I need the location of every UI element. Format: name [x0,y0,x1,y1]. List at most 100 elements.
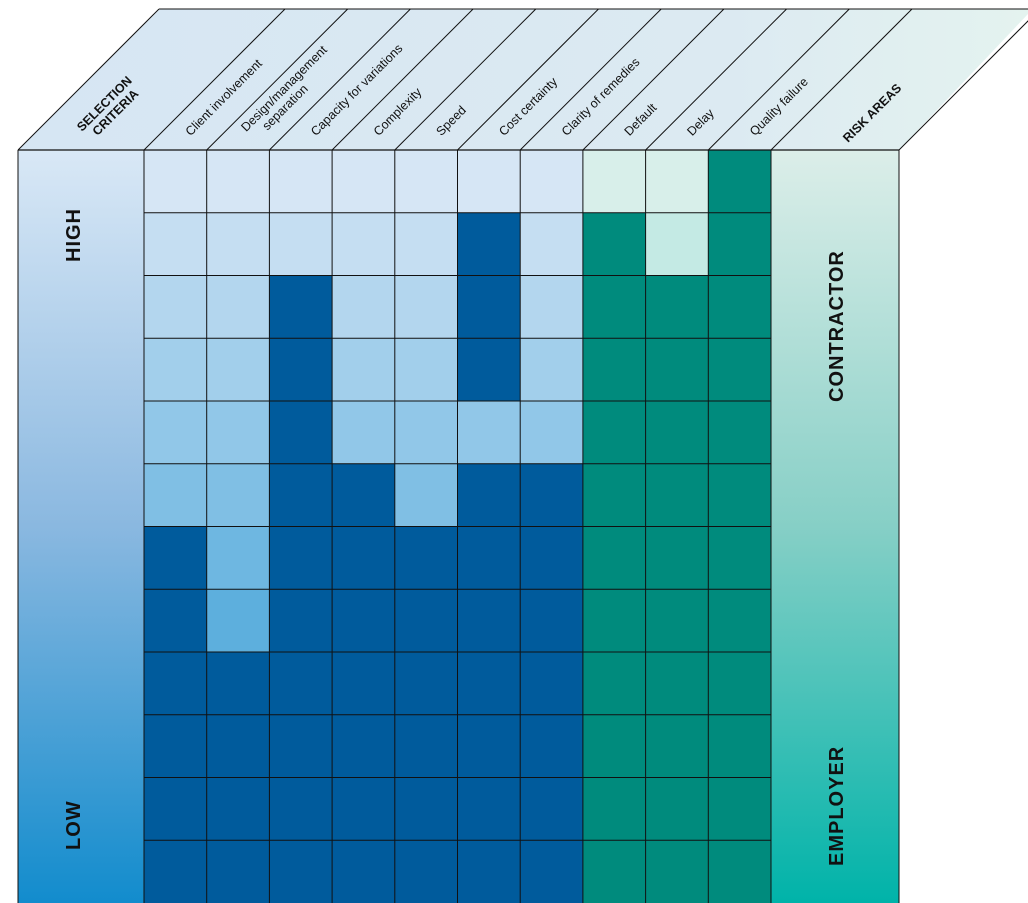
cell-col1-row7 [144,526,208,590]
cell-col1-row5 [144,401,208,465]
cell-col9-row10 [645,714,709,778]
cell-col7-row2 [520,212,584,276]
cell-col6-row6 [457,463,521,527]
cell-col4-row4 [332,338,396,402]
cell-col9-row5 [645,401,709,465]
cell-col7-row5 [520,401,584,465]
header-diagonal [770,8,913,151]
cell-col2-row12 [206,840,270,903]
header-diagonal [143,8,286,151]
cell-col7-row10 [520,714,584,778]
cell-col1-row8 [144,589,208,653]
cell-col6-row8 [457,589,521,653]
cell-col8-row10 [582,714,647,778]
cell-col1-row2 [144,212,208,276]
cell-col8-row3 [582,275,647,339]
cell-col2-row6 [206,463,270,527]
cell-col4-row11 [332,777,396,841]
cell-col9-row4 [645,338,709,402]
cell-col2-row11 [206,777,270,841]
cell-col6-row10 [457,714,521,778]
cell-col10-row5 [708,401,772,465]
cell-col4-row6 [332,463,396,527]
cell-col7-row6 [520,463,584,527]
cell-col2-row5 [206,401,270,465]
cell-col6-row12 [457,840,521,903]
cell-col3-row6 [269,463,333,527]
cell-col5-row2 [394,212,458,276]
cell-col4-row3 [332,275,396,339]
risk-scale-panel [771,150,899,903]
employer-label: EMPLOYER [826,746,848,866]
cell-col6-row5 [457,401,521,465]
cell-col1-row6 [144,463,208,527]
cell-col10-row2 [708,212,772,276]
cell-col6-row2 [457,212,521,276]
cell-col3-row5 [269,401,333,465]
cell-col10-row7 [708,526,772,590]
cell-col8-row6 [582,463,647,527]
cell-col8-row1 [582,150,647,214]
header-diagonal [645,8,787,151]
header-diagonal [457,8,599,151]
cell-col7-row3 [520,275,584,339]
cell-col9-row11 [645,777,709,841]
cell-col9-row2 [645,212,709,276]
selection-scale-panel [18,150,144,903]
header-diagonal [394,8,537,151]
cell-col3-row7 [269,526,333,590]
cell-col3-row4 [269,338,333,402]
header-diagonal [519,8,662,151]
cell-col1-row1 [144,150,208,214]
header-diagonal [269,8,411,151]
cell-col4-row9 [332,652,396,716]
cell-col10-row1 [708,150,772,214]
cell-col7-row12 [520,840,584,903]
cell-col2-row8 [206,589,270,653]
cell-col7-row1 [520,150,584,214]
cell-col7-row11 [520,777,584,841]
header-diagonal [206,8,349,151]
cell-col8-row4 [582,338,647,402]
cell-col4-row2 [332,212,396,276]
cell-col5-row10 [394,714,458,778]
cell-col5-row6 [394,463,458,527]
cell-col4-row12 [332,840,396,903]
cell-col9-row8 [645,589,709,653]
grid-lines [17,8,1028,903]
cell-col6-row11 [457,777,521,841]
cell-col10-row11 [708,777,772,841]
cell-col5-row11 [394,777,458,841]
cell-col10-row9 [708,652,772,716]
cell-col6-row3 [457,275,521,339]
header-face [18,9,1028,150]
cell-col8-row5 [582,401,647,465]
cell-col1-row9 [144,652,208,716]
cell-col5-row9 [394,652,458,716]
cell-col1-row10 [144,714,208,778]
cell-col2-row2 [206,212,270,276]
cell-col6-row9 [457,652,521,716]
cell-col2-row7 [206,526,270,590]
cell-col2-row3 [206,275,270,339]
cell-col10-row3 [708,275,772,339]
cell-col3-row11 [269,777,333,841]
cell-col1-row12 [144,840,208,903]
cell-col2-row10 [206,714,270,778]
cell-col8-row11 [582,777,647,841]
cell-col5-row12 [394,840,458,903]
cell-col3-row10 [269,714,333,778]
cell-col10-row12 [708,840,772,903]
cell-col4-row10 [332,714,396,778]
cell-col1-row3 [144,275,208,339]
cell-col9-row7 [645,526,709,590]
cell-col7-row4 [520,338,584,402]
header-diagonal [17,8,160,151]
cell-col9-row1 [645,150,709,214]
cell-col8-row2 [582,212,647,276]
cell-col10-row10 [708,714,772,778]
cell-col4-row8 [332,589,396,653]
cell-col3-row12 [269,840,333,903]
high-label: HIGH [63,208,85,262]
